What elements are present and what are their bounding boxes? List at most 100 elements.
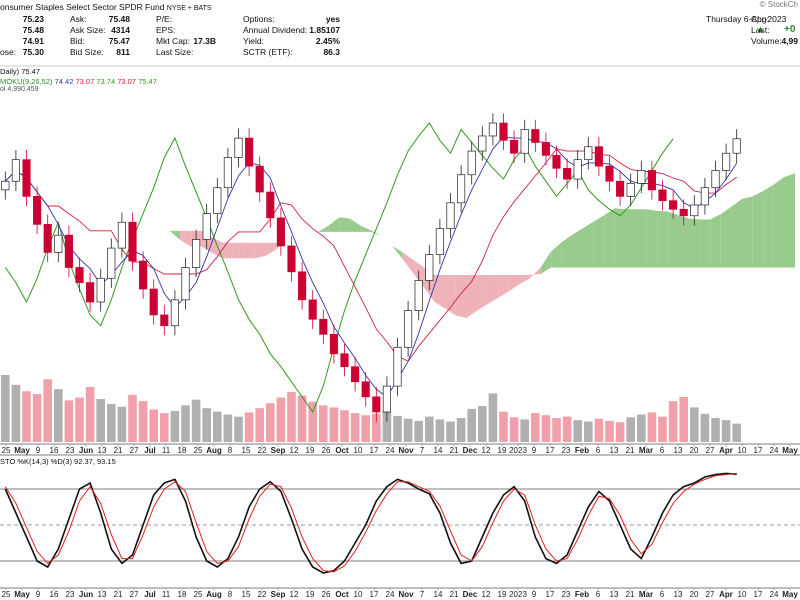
cloud-segment — [254, 242, 265, 259]
cloud-segment — [434, 275, 446, 309]
volume-bar — [721, 420, 731, 442]
cloud-segment — [540, 251, 552, 274]
candle-body — [43, 224, 52, 253]
cloud-segment — [63, 170, 75, 182]
ohlc-close-label: ose: — [0, 47, 17, 57]
col4-value: 86.3 — [323, 47, 340, 57]
candle-body — [170, 299, 179, 327]
x-tick-label: Feb — [575, 446, 589, 455]
x-tick-label: 6 — [660, 446, 665, 455]
volume-bar — [308, 401, 317, 442]
ohlc-open: 75.23 — [22, 14, 44, 24]
x-tick-label: 20 — [690, 590, 699, 599]
cloud-segment — [710, 214, 721, 268]
x-tick-label: 12 — [482, 446, 491, 455]
candle-body — [658, 189, 667, 202]
col2-label: Ask Size: — [70, 25, 106, 35]
candle-body — [457, 174, 466, 204]
x-tick-label: 9 — [36, 590, 41, 599]
x-tick-label: 27 — [130, 590, 139, 599]
cloud-segment — [530, 267, 541, 279]
col4-label: Options: — [243, 14, 275, 24]
candle-body — [351, 366, 360, 383]
cloud-segment — [731, 199, 742, 268]
x-tick-label: 15 — [242, 446, 251, 455]
volume-bar — [372, 413, 381, 442]
x-tick-label: 13 — [610, 590, 619, 599]
volume-bar — [414, 420, 423, 442]
cloud-segment — [233, 242, 244, 259]
x-tick-label: 23 — [562, 590, 571, 599]
x-tick-label: 24 — [386, 446, 395, 455]
x-tick-label: 2023 — [509, 446, 527, 455]
candle-body — [690, 204, 699, 217]
x-tick-label: 6 — [596, 446, 601, 455]
volume-bar — [594, 418, 604, 442]
x-tick-label: Nov — [398, 590, 414, 599]
cloud-segment — [222, 242, 234, 259]
ohlc-close: 75.30 — [22, 47, 44, 57]
volume-bar — [340, 410, 349, 442]
x-tick-label: 9 — [532, 590, 537, 599]
x-tick-label: 12 — [290, 590, 299, 599]
volume-bar — [350, 413, 360, 442]
candle-body — [722, 152, 731, 171]
x-tick-label: 17 — [546, 446, 555, 455]
candle-body — [75, 267, 84, 283]
cloud-segment — [360, 225, 371, 232]
x-tick-label: Jun — [79, 590, 93, 599]
x-tick-label: Dec — [463, 590, 478, 599]
cloud-segment — [487, 275, 499, 305]
x-tick-label: 19 — [498, 590, 507, 599]
stochastic-legend: STO %K(14,3) %D(3) 92.37, 93.15 — [0, 457, 116, 466]
cloud-segment — [116, 206, 128, 214]
cloud-segment — [180, 230, 191, 247]
volume-bar — [499, 411, 508, 442]
x-tick-label: 8 — [228, 446, 233, 455]
volume-bar — [615, 422, 625, 442]
candle-body — [425, 254, 434, 281]
candle-body — [117, 221, 126, 249]
volume-bar — [244, 412, 254, 442]
volume-bar — [541, 415, 551, 442]
volume-bar — [679, 396, 688, 442]
cloud-segment — [392, 245, 403, 260]
x-tick-label: Jun — [79, 446, 93, 455]
col4-value: 1.85107 — [309, 25, 340, 35]
chikou-line — [4, 122, 674, 414]
x-tick-label: 21 — [626, 590, 635, 599]
volume-bar — [287, 391, 296, 442]
volume-bar — [107, 403, 116, 442]
col3-label: Mkt Cap: — [156, 36, 191, 46]
volume-bar — [202, 408, 211, 442]
x-tick-label: Mar — [639, 590, 653, 599]
col3-label: Last Size: — [156, 47, 194, 57]
candle-body — [139, 260, 148, 290]
x-tick-label: 19 — [306, 590, 315, 599]
volume-bar — [626, 417, 635, 442]
change-value: +0 — [784, 24, 796, 35]
x-tick-label: 2023 — [509, 590, 527, 599]
volume-bar — [213, 411, 222, 442]
volume-bar — [488, 393, 498, 442]
volume-bars — [1, 375, 741, 442]
x-tick-label: 21 — [114, 590, 123, 599]
candle-body — [552, 155, 561, 169]
volume-bar — [64, 400, 74, 442]
x-tick-label: 8 — [228, 590, 233, 599]
x-tick-label: Oct — [335, 446, 349, 455]
x-tick-label: 17 — [546, 590, 555, 599]
volume-bar — [456, 418, 466, 442]
candle-body — [393, 346, 402, 387]
x-tick-label: Mar — [639, 446, 653, 455]
volume-bar — [329, 407, 339, 442]
cloud-segment — [498, 275, 509, 298]
volume-bar — [75, 397, 84, 442]
x-tick-label: 21 — [450, 590, 459, 599]
volume-bar — [531, 413, 540, 442]
volume-bar — [138, 401, 148, 442]
x-tick-label: 22 — [258, 446, 267, 455]
candle-body — [467, 150, 476, 176]
x-tick-label: 19 — [306, 446, 315, 455]
cloud-segment — [466, 275, 477, 319]
